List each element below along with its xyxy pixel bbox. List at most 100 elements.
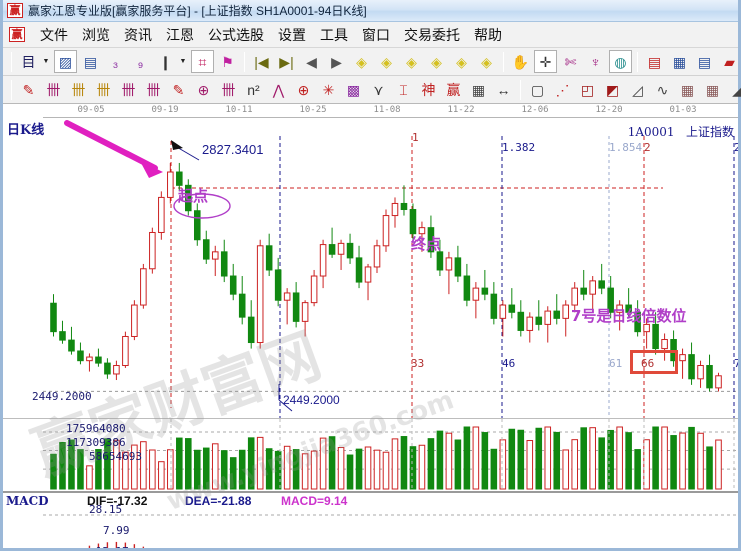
- toolbar-separator: [11, 79, 12, 100]
- gann-count-61: 61: [609, 357, 623, 370]
- fan-red-icon[interactable]: ⋰: [555, 81, 570, 98]
- caret-down-icon-2[interactable]: ▼: [179, 58, 187, 65]
- gann-box-gold-icon[interactable]: 卌: [71, 81, 86, 98]
- brain-analysis-icon[interactable]: ◍: [609, 50, 632, 73]
- date-tick: 11-08: [373, 105, 401, 115]
- tree-icon[interactable]: ♆: [590, 53, 601, 70]
- date-tick: 12-20: [595, 105, 623, 115]
- grid-table2-icon[interactable]: ▦: [705, 81, 720, 98]
- save-disk-icon[interactable]: ▰: [724, 53, 735, 70]
- stock-code: 1A0001: [627, 125, 675, 139]
- formula-editor-icon[interactable]: ⌗: [191, 50, 214, 73]
- macd-title: MACD: [6, 494, 49, 508]
- gann-ratio-2b: 2.: [734, 141, 738, 154]
- calculator-icon[interactable]: ▦: [672, 53, 687, 70]
- menu-item-window[interactable]: 窗口: [362, 26, 390, 43]
- menu-item-gann[interactable]: 江恩: [166, 26, 194, 43]
- square-grid-icon[interactable]: ▩: [346, 81, 361, 98]
- menu-item-browse[interactable]: 浏览: [82, 26, 110, 43]
- measure-width-icon[interactable]: ↔: [496, 81, 511, 98]
- star-burst-icon[interactable]: ✳: [322, 81, 335, 98]
- grid-table-icon[interactable]: ▦: [680, 81, 695, 98]
- macd-scale-3: -12.17: [89, 545, 129, 548]
- menu-logo-icon[interactable]: 赢: [9, 27, 25, 42]
- compress-icon[interactable]: ◈: [481, 53, 492, 70]
- pan-left-icon[interactable]: ◈: [406, 53, 417, 70]
- toolbar-primary: 目▼▨▤₃₉❙▼⌗⚑|◀▶|◀▶◈◈◈◈◈◈✋✛✄♆◍▤▦▤▰⧉⎙: [3, 48, 738, 76]
- price-pane[interactable]: [3, 118, 738, 418]
- grid-lines-icon[interactable]: 卌: [221, 81, 236, 98]
- gann-box-gold2-icon[interactable]: 卌: [96, 81, 111, 98]
- macd-dif-value: DIF=-17.32: [87, 494, 148, 508]
- circle-cycle-icon[interactable]: ⊕: [197, 81, 210, 98]
- first-record-icon[interactable]: |◀: [254, 53, 269, 70]
- menu-item-formula-stock-pick[interactable]: 公式选股: [208, 26, 264, 43]
- numbered-grid-icon[interactable]: ▦: [471, 81, 486, 98]
- calendar-period-icon[interactable]: 目: [21, 53, 36, 70]
- caret-down-icon[interactable]: ▼: [42, 58, 50, 65]
- date-tick: 10-25: [299, 105, 327, 115]
- last-record-icon[interactable]: ▶|: [279, 53, 294, 70]
- parallel-lines-icon[interactable]: ◢: [732, 81, 741, 98]
- zoom-right-icon[interactable]: ◈: [381, 53, 392, 70]
- pan-right-icon[interactable]: ◈: [431, 53, 442, 70]
- menu-bar: 赢 文件 浏览 资讯 江恩 公式选股 设置 工具 窗口 交易委托 帮助: [3, 22, 738, 48]
- app-logo-icon: 赢: [7, 3, 23, 18]
- gann-ratio-1854: 1.854: [609, 141, 643, 154]
- date-tick: 11-22: [447, 105, 475, 115]
- toolbar-separator: [244, 51, 245, 72]
- prev-record-icon[interactable]: ◀: [306, 53, 317, 70]
- macd-scale-1: 28.15: [89, 503, 123, 516]
- menu-item-settings[interactable]: 设置: [278, 26, 306, 43]
- gann-ratio-2: 2: [644, 141, 651, 154]
- indicator-network-icon[interactable]: ▨: [54, 50, 77, 73]
- gann-fan-f-icon[interactable]: 卌: [121, 81, 136, 98]
- target-circle-icon[interactable]: ⊕: [297, 81, 310, 98]
- menu-item-news[interactable]: 资讯: [124, 26, 152, 43]
- gann-arc-icon[interactable]: 卌: [146, 81, 161, 98]
- candle-style-icon[interactable]: ❙: [159, 53, 172, 70]
- flag-marker-icon[interactable]: ⚑: [221, 53, 234, 70]
- pen-marker-icon[interactable]: ✎: [172, 81, 185, 98]
- box-red-icon[interactable]: ◩: [605, 81, 620, 98]
- calendar-21-icon[interactable]: ▤: [647, 53, 662, 70]
- menu-item-file[interactable]: 文件: [40, 26, 68, 43]
- arc-red-icon[interactable]: ◰: [580, 81, 595, 98]
- gann-grid-icon[interactable]: 卌: [46, 81, 61, 98]
- ruler-vertical-icon[interactable]: ⌶: [399, 81, 408, 98]
- wave-mark-icon[interactable]: ⋎: [373, 81, 384, 98]
- report-document-icon[interactable]: ▤: [83, 53, 98, 70]
- gann-ratio-1382: 1.382: [502, 141, 536, 154]
- scissors-icon[interactable]: ✄: [564, 53, 577, 70]
- toolbar-separator: [503, 51, 504, 72]
- window-title: 赢家江恩专业版[赢家服务平台] - [上证指数 SH1A0001-94日K线]: [28, 4, 367, 18]
- ma3-indicator-icon[interactable]: ₃: [112, 53, 119, 70]
- rect-frame-icon[interactable]: ▢: [530, 81, 545, 98]
- shen-stamp-icon[interactable]: 神: [421, 81, 436, 98]
- next-record-icon[interactable]: ▶: [331, 53, 342, 70]
- ma9-indicator-icon[interactable]: ₉: [137, 53, 144, 70]
- zoom-left-icon[interactable]: ◈: [356, 53, 367, 70]
- angle-lines-icon[interactable]: ⋀: [272, 81, 285, 98]
- macd-header: MACD DIF=-17.32 DEA=-21.88 MACD=9.14: [3, 491, 738, 508]
- period-label: 日K线: [7, 123, 45, 138]
- gann-ratio-1: 1: [412, 131, 419, 144]
- expand-icon[interactable]: ◈: [456, 53, 467, 70]
- price-chart-svg: [43, 136, 738, 418]
- hand-pan-icon[interactable]: ✋: [511, 53, 530, 70]
- menu-item-trade[interactable]: 交易委托: [404, 26, 460, 43]
- n-square-icon[interactable]: n²: [247, 81, 260, 98]
- ying-stamp-icon[interactable]: 赢: [446, 81, 461, 98]
- crosshair-icon[interactable]: ✛: [534, 50, 557, 73]
- notes-icon[interactable]: ▤: [697, 53, 712, 70]
- zigzag-icon[interactable]: ∿: [656, 81, 669, 98]
- pen-draw-icon[interactable]: ✎: [22, 81, 35, 98]
- menu-item-tools[interactable]: 工具: [320, 26, 348, 43]
- stock-identifier: 1A0001 上证指数: [628, 123, 734, 140]
- chart-area[interactable]: 09-05 09-19 10-11 10-25 11-08 11-22 12-06 12-20…: [3, 105, 738, 548]
- macd-macd-value: MACD=9.14: [281, 494, 348, 508]
- volume-label-low: 58654693: [89, 450, 142, 463]
- trend-line-icon[interactable]: ◿: [632, 81, 643, 98]
- menu-item-help[interactable]: 帮助: [474, 26, 502, 43]
